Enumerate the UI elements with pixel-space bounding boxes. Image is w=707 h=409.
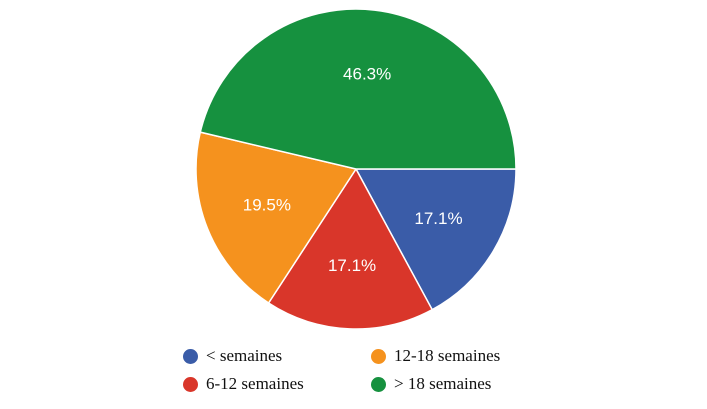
slice-value-label: 17.1%: [414, 209, 462, 228]
legend-item-12-18-semaines: 12-18 semaines: [371, 346, 500, 366]
pie-slice-6-12-semaines: [267, 167, 434, 330]
legend-swatch: [371, 376, 386, 392]
pie-slice-gt-18-semaines: [199, 8, 517, 170]
chart-legend: < semaines 12-18 semaines 6-12 semaines …: [183, 346, 563, 402]
slice-value-label: 17.1%: [328, 256, 376, 275]
slice-value-label: 19.5%: [243, 196, 291, 215]
slice-value-label: 46.3%: [343, 65, 391, 84]
legend-label: < semaines: [206, 346, 283, 365]
legend-item-6-12-semaines: 6-12 semaines: [183, 374, 304, 394]
pie-slice-12-18-semaines: [195, 131, 358, 305]
legend-item-gt-18-semaines: > 18 semaines: [371, 374, 491, 394]
legend-label: 6-12 semaines: [206, 374, 304, 393]
legend-swatch: [371, 348, 386, 364]
legend-label: 12-18 semaines: [394, 346, 501, 365]
legend-item-lt-semaines: < semaines: [183, 346, 282, 366]
legend-label: > 18 semaines: [394, 374, 492, 393]
pie-chart-canvas: 17.1% 17.1% 19.5% 46.3%: [195, 8, 517, 330]
legend-swatch: [183, 348, 198, 364]
pie-slice-lt-semaines: [354, 168, 517, 311]
legend-swatch: [183, 376, 198, 392]
